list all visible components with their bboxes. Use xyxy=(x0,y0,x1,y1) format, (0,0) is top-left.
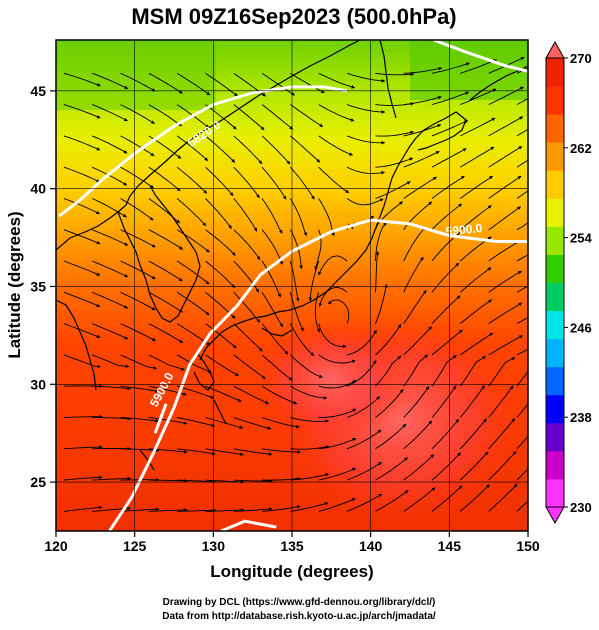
y-axis-label: Latitude (degrees) xyxy=(5,211,24,358)
colorbar-segment xyxy=(546,58,564,87)
cool-region-nw xyxy=(56,40,216,110)
colorbar-tick-label: 230 xyxy=(570,500,592,515)
colorbar-segment xyxy=(546,395,564,424)
colorbar-segment xyxy=(546,114,564,143)
colorbar-segment xyxy=(546,254,564,283)
colorbar-segment xyxy=(546,423,564,452)
colorbar-segment xyxy=(546,198,564,227)
y-tick-label: 45 xyxy=(30,83,46,99)
colorbar-segment xyxy=(546,170,564,199)
x-tick-label: 130 xyxy=(202,538,226,554)
colorbar-min-arrow xyxy=(546,507,564,523)
colorbar-tick-label: 262 xyxy=(570,141,592,156)
y-axis: 25 30 35 40 45 xyxy=(30,83,56,490)
colorbar-segment xyxy=(546,311,564,340)
y-tick-label: 25 xyxy=(30,474,46,490)
x-tick-label: 140 xyxy=(359,538,383,554)
colorbar-segment xyxy=(546,142,564,171)
colorbar-tick-label: 270 xyxy=(570,51,592,66)
colorbar-segment xyxy=(546,226,564,255)
chart-title: MSM 09Z16Sep2023 (500.0hPa) xyxy=(131,4,456,29)
x-axis-label: Longitude (degrees) xyxy=(210,562,373,581)
x-tick-label: 125 xyxy=(123,538,147,554)
colorbar-max-arrow xyxy=(546,42,564,58)
credit-data: Data from http://database.rish.kyoto-u.a… xyxy=(162,611,436,622)
colorbar-tick-label: 254 xyxy=(570,231,592,246)
credit-drawing: Drawing by DCL (https://www.gfd-dennou.o… xyxy=(163,597,436,608)
colorbar-tick-label: 238 xyxy=(570,410,592,425)
y-tick-label: 30 xyxy=(30,376,46,392)
colorbar-segment xyxy=(546,479,564,508)
colorbar-tick-label: 246 xyxy=(570,320,592,335)
colorbar-segment xyxy=(546,451,564,480)
colorbar-segment xyxy=(546,339,564,368)
x-tick-label: 145 xyxy=(438,538,462,554)
y-tick-label: 40 xyxy=(30,181,46,197)
x-axis: 120 125 130 135 140 145 150 xyxy=(44,531,540,554)
colorbar-segment xyxy=(546,367,564,396)
x-tick-label: 150 xyxy=(516,538,540,554)
colorbar-segment xyxy=(546,283,564,312)
colorbar: 230 238 246 254 262 270 xyxy=(546,42,592,523)
colorbar-segment xyxy=(546,86,564,115)
x-tick-label: 135 xyxy=(280,538,304,554)
y-tick-label: 35 xyxy=(30,278,46,294)
x-tick-label: 120 xyxy=(44,538,68,554)
